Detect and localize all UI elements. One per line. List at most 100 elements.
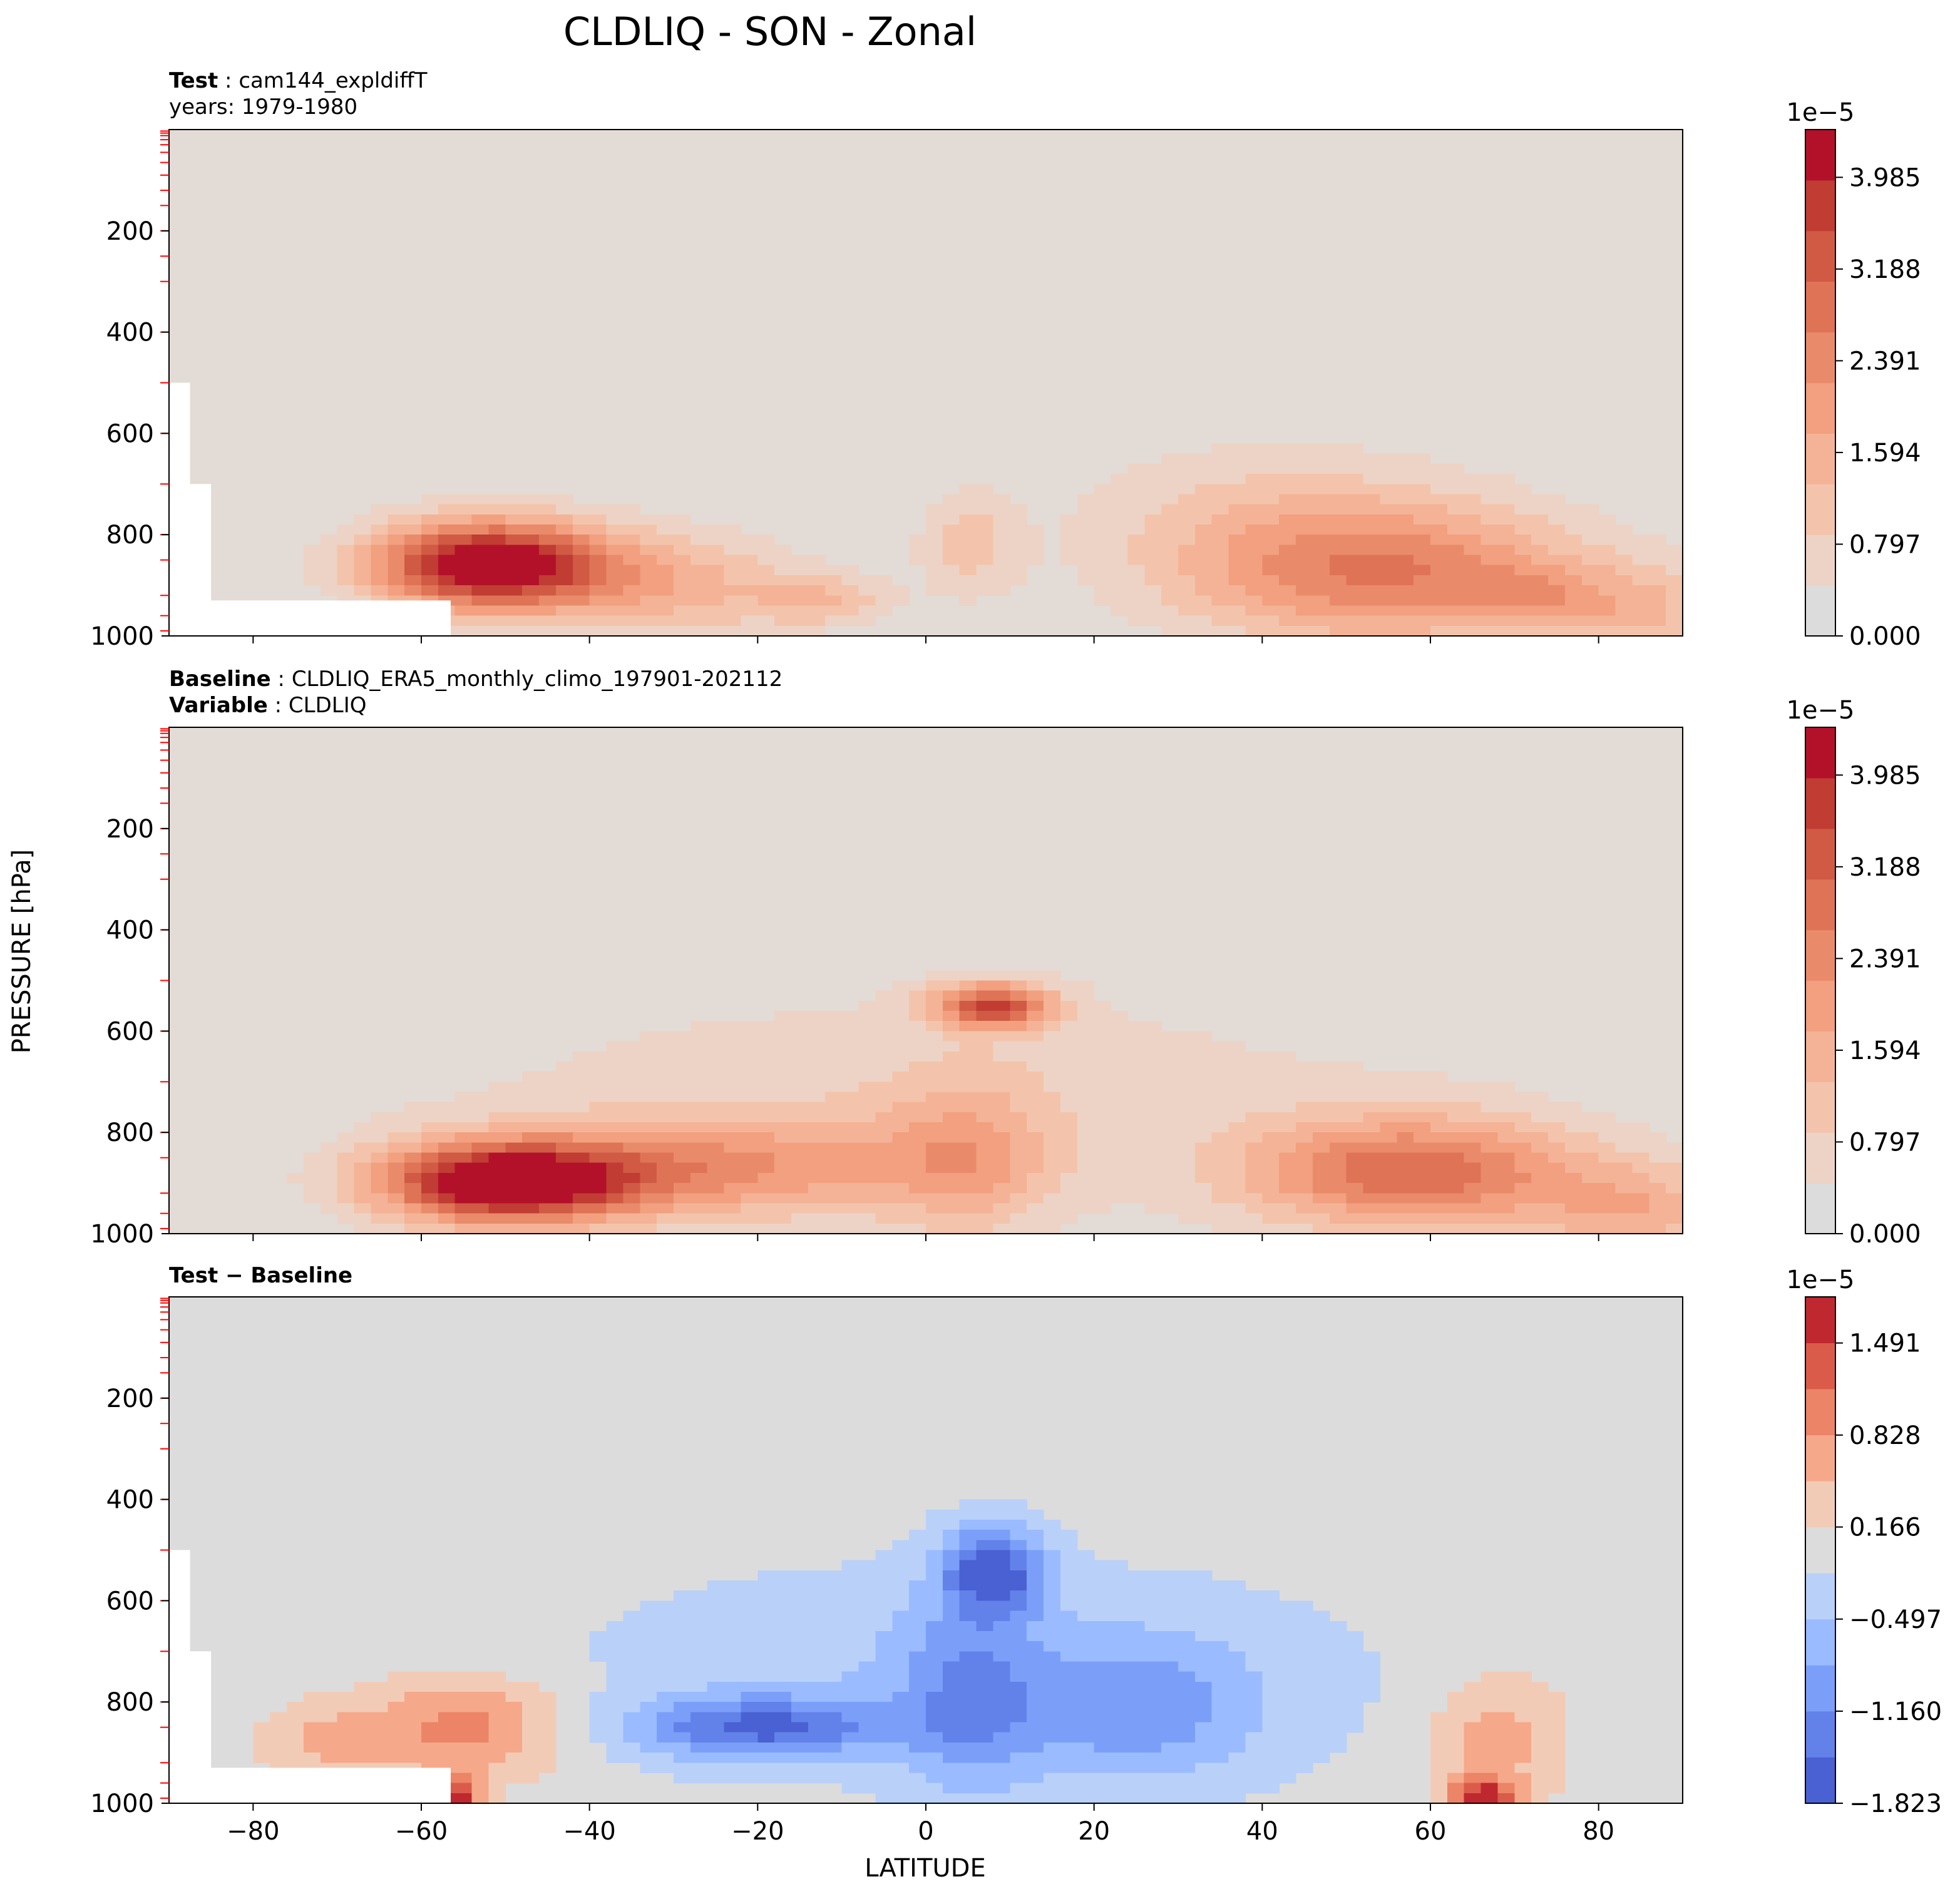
panel-difference-contour-cell — [1312, 1753, 1330, 1763]
panel-test-contour-cell — [522, 525, 540, 535]
panel-baseline-contour-cell — [959, 1051, 977, 1062]
panel-baseline-contour-cell — [1279, 1183, 1296, 1194]
panel-difference-contour-cell — [757, 1590, 775, 1601]
panel-baseline-contour-cell — [1161, 1102, 1179, 1113]
panel-difference-contour-cell — [808, 1692, 826, 1702]
panel-baseline-contour-cell — [1615, 1213, 1633, 1224]
panel-baseline-contour-cell — [1514, 1122, 1532, 1133]
panel-baseline-contour-cell — [926, 1051, 943, 1062]
panel-baseline-contour-cell — [858, 1061, 876, 1072]
panel-baseline-contour-cell — [1111, 1132, 1128, 1143]
panel-baseline-contour-cell — [657, 1061, 674, 1072]
panel-difference-contour-cell — [1447, 1722, 1465, 1733]
panel-test-contour-cell — [1161, 555, 1179, 566]
panel-baseline-contour-cell — [555, 1061, 573, 1072]
panel-difference-contour-cell — [1194, 1600, 1213, 1612]
panel-test-contour-cell — [1329, 474, 1347, 484]
panel-test-contour-cell — [1531, 545, 1549, 556]
panel-test-contour-cell — [1194, 555, 1213, 566]
panel-difference-contour-cell — [1111, 1600, 1128, 1612]
panel-baseline-contour-cell — [959, 1102, 977, 1113]
panel-baseline-contour-cell — [959, 1193, 977, 1204]
panel-test-contour-cell — [1312, 504, 1330, 515]
panel-difference-contour-cell — [858, 1732, 876, 1743]
panel-test-contour-cell — [1111, 595, 1128, 607]
panel-difference-contour-cell — [1094, 1742, 1112, 1753]
panel-difference-contour-cell — [623, 1702, 640, 1712]
panel-difference-contour-cell — [1161, 1773, 1179, 1784]
panel-difference-contour-cell — [1027, 1732, 1044, 1743]
panel-baseline-contour-cell — [1380, 1092, 1397, 1103]
panel-difference-xtick-label: −20 — [731, 1817, 784, 1846]
panel-test-contour-cell — [1279, 625, 1296, 637]
panel-baseline-contour-cell — [976, 1092, 994, 1103]
panel-test-contour-cell — [1262, 443, 1280, 454]
panel-difference-contour-cell — [774, 1610, 792, 1622]
panel-baseline-contour-cell — [1531, 1183, 1549, 1194]
panel-difference-contour-cell — [774, 1661, 792, 1672]
panel-baseline-contour-cell — [421, 1102, 439, 1113]
panel-test-contour-cell — [1262, 525, 1280, 535]
panel-baseline-contour-cell — [371, 1112, 388, 1123]
panel-difference-contour-cell — [1312, 1671, 1330, 1682]
panel-difference-contour-cell — [505, 1773, 523, 1784]
panel-baseline-contour-cell — [1666, 1142, 1683, 1154]
panel-baseline-contour-cell — [404, 1183, 422, 1194]
panel-difference-contour-cell — [1027, 1742, 1044, 1753]
panel-baseline-contour-cell — [1178, 1082, 1196, 1093]
panel-difference-contour-cell — [1010, 1600, 1027, 1612]
panel-baseline-contour-cell — [942, 990, 960, 1001]
panel-difference-contour-cell — [808, 1742, 826, 1753]
panel-test-contour-cell — [1363, 453, 1380, 464]
panel-test-contour-cell — [337, 525, 355, 535]
panel-difference-contour-cell — [1329, 1732, 1347, 1743]
panel-baseline-contour-cell — [1027, 1122, 1044, 1133]
panel-test-contour-cell — [976, 545, 994, 556]
panel-difference-contour-cell — [1262, 1661, 1280, 1672]
panel-difference-contour-cell — [1346, 1702, 1364, 1712]
panel-test-contour-cell — [1077, 525, 1095, 535]
panel-difference-contour-cell — [757, 1641, 775, 1652]
panel-baseline-contour-cell — [1060, 1162, 1078, 1174]
panel-difference-contour-cell — [1497, 1692, 1515, 1702]
panel-difference-contour-cell — [539, 1692, 557, 1702]
panel-difference-contour-cell — [1464, 1702, 1482, 1712]
panel-baseline-contour-cell — [1615, 1152, 1633, 1164]
panel-test-contour-cell — [993, 555, 1010, 566]
panel-baseline-contour-cell — [1312, 1193, 1330, 1204]
panel-test-contour-cell — [657, 525, 674, 535]
panel-baseline-contour-cell — [404, 1132, 422, 1143]
panel-test-contour-cell — [791, 585, 809, 596]
panel-baseline-contour-cell — [488, 1082, 506, 1093]
panel-test-contour-cell — [1548, 514, 1566, 525]
panel-baseline-contour-cell — [741, 1162, 758, 1174]
panel-test-contour-cell — [926, 545, 943, 556]
panel-baseline-contour-cell — [1296, 1132, 1313, 1143]
panel-difference-contour-cell — [1194, 1620, 1213, 1632]
panel-baseline-contour-cell — [774, 1021, 792, 1031]
panel-difference-contour-cell — [791, 1580, 809, 1591]
panel-difference-contour-cell — [959, 1641, 977, 1652]
panel-difference-contour-cell — [354, 1732, 371, 1743]
panel-test-contour-cell — [522, 605, 540, 617]
panel-difference-contour-cell — [808, 1661, 826, 1672]
panel-baseline-contour-cell — [1161, 1152, 1179, 1164]
panel-test-contour-cell — [1380, 514, 1397, 525]
panel-difference-colorbar-tick-label: 0.828 — [1849, 1421, 1921, 1450]
panel-difference-contour-cell — [1111, 1732, 1128, 1743]
panel-difference-contour-cell — [875, 1793, 893, 1804]
panel-difference-contour-cell — [690, 1753, 708, 1763]
panel-baseline-contour-cell — [1363, 1172, 1380, 1184]
panel-baseline-contour-cell — [909, 1152, 926, 1164]
panel-test-contour-cell — [1514, 565, 1532, 576]
panel-test-contour-cell — [1161, 453, 1179, 464]
panel-baseline-contour-cell — [1514, 1172, 1532, 1184]
panel-difference-contour-cell — [1279, 1671, 1296, 1682]
panel-difference-contour-cell — [926, 1590, 943, 1601]
panel-difference-contour-cell — [808, 1763, 826, 1774]
panel-test-contour-cell — [1010, 555, 1027, 566]
panel-baseline-contour-cell — [488, 1183, 506, 1194]
panel-test-contour-cell — [892, 595, 910, 607]
panel-test-contour-cell — [1363, 625, 1380, 637]
